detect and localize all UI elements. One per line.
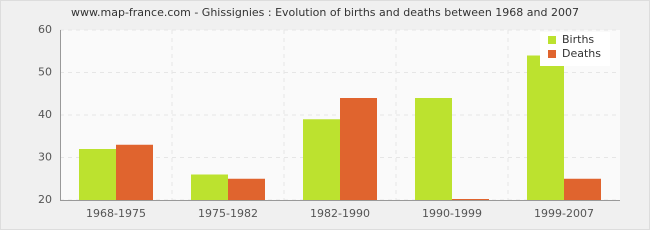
bar bbox=[452, 199, 489, 200]
y-tick-label: 60 bbox=[38, 23, 52, 36]
bar bbox=[116, 144, 153, 200]
y-tick-label: 40 bbox=[38, 108, 52, 121]
x-tick-label: 1990-1999 bbox=[422, 207, 482, 220]
bar bbox=[564, 178, 601, 200]
legend-label: Deaths bbox=[562, 47, 601, 60]
y-tick-label: 50 bbox=[38, 66, 52, 79]
y-tick-label: 30 bbox=[38, 151, 52, 164]
bar bbox=[340, 98, 377, 200]
legend-swatch bbox=[548, 36, 556, 44]
legend-swatch bbox=[548, 50, 556, 58]
x-tick-label: 1999-2007 bbox=[534, 207, 594, 220]
bar bbox=[79, 149, 116, 200]
bar bbox=[191, 174, 228, 200]
x-tick-label: 1982-1990 bbox=[310, 207, 370, 220]
x-tick-label: 1968-1975 bbox=[86, 207, 146, 220]
bar bbox=[303, 119, 340, 200]
bar bbox=[527, 55, 564, 200]
bar bbox=[228, 178, 265, 200]
x-tick-label: 1975-1982 bbox=[198, 207, 258, 220]
bar bbox=[415, 98, 452, 200]
chart-title: www.map-france.com - Ghissignies : Evolu… bbox=[71, 6, 579, 19]
legend-label: Births bbox=[562, 33, 594, 46]
chart: www.map-france.com - Ghissignies : Evolu… bbox=[0, 0, 650, 230]
y-tick-label: 20 bbox=[38, 193, 52, 206]
